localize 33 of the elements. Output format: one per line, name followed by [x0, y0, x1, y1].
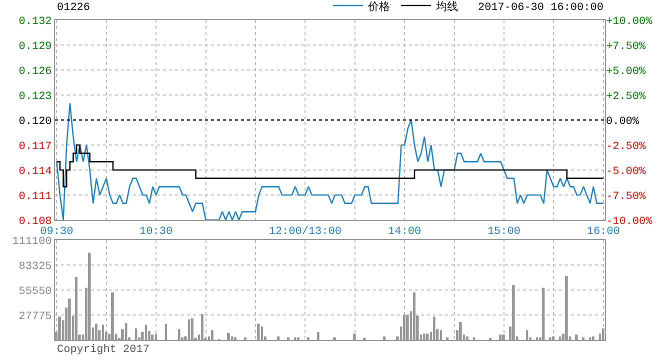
- x-tick-label: 12:00/13:00: [268, 226, 342, 238]
- y-tick-label: 55550: [18, 286, 52, 298]
- x-tick-label: 16:00: [586, 226, 620, 238]
- x-tick-label: 15:00: [487, 226, 520, 238]
- y2-tick-label: 0.00%: [606, 116, 640, 128]
- y2-tick-label: +10.00%: [606, 16, 653, 28]
- y-tick-label: 111100: [12, 236, 52, 248]
- y-tick-label: 0.123: [18, 90, 52, 103]
- y-tick-label: 0.120: [18, 116, 52, 128]
- y2-tick-label: +5.00%: [606, 66, 646, 78]
- chart-subtitle: 2017-06-30 16:00:00: [478, 2, 604, 14]
- legend-label: 价格: [367, 0, 390, 13]
- y-tick-label: 0.132: [18, 16, 52, 28]
- y2-tick-label: +7.50%: [606, 40, 646, 53]
- y-tick-label: 0.126: [18, 66, 52, 78]
- y-tick-label: 0.117: [18, 140, 52, 153]
- x-tick-label: 10:30: [140, 226, 173, 238]
- y2-tick-label: -7.50%: [606, 190, 646, 203]
- line-series: [56, 102, 604, 220]
- y-tick-label: 0.129: [18, 40, 52, 53]
- y-tick-label: 83325: [18, 260, 52, 273]
- chart-title: 01226: [57, 2, 90, 14]
- x-tick-label: 14:00: [388, 226, 422, 238]
- y2-tick-label: -10.00%: [606, 216, 653, 228]
- text: Copyright 2017: [57, 344, 150, 356]
- y-tick-label: 0.111: [18, 190, 52, 203]
- y-tick-label: 0.114: [18, 166, 52, 178]
- y-tick-label: 27775: [18, 310, 52, 323]
- y2-tick-label: +2.50%: [606, 90, 646, 103]
- y-tick-label: 0.108: [18, 216, 52, 228]
- legend-label: 均线: [435, 0, 458, 13]
- y2-tick-label: -2.50%: [606, 140, 646, 153]
- y2-tick-label: -5.00%: [606, 166, 646, 178]
